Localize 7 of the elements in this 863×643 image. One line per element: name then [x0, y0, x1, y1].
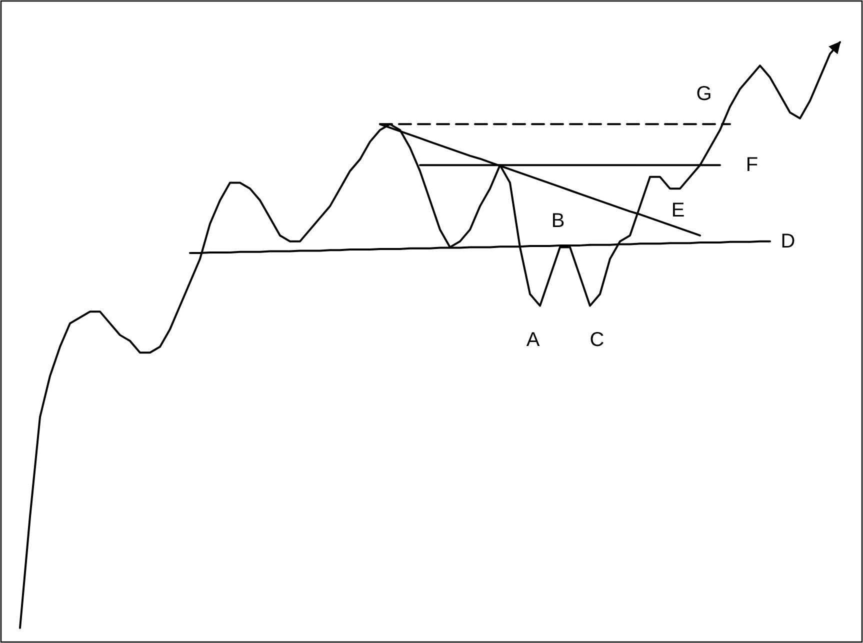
series-label: E [671, 199, 685, 222]
annotation: B [551, 210, 565, 232]
annotation: A [526, 329, 540, 351]
series-label: D [780, 230, 796, 252]
series-label: G [696, 83, 712, 106]
annotation: C [590, 329, 604, 351]
series-label: F [746, 154, 758, 176]
